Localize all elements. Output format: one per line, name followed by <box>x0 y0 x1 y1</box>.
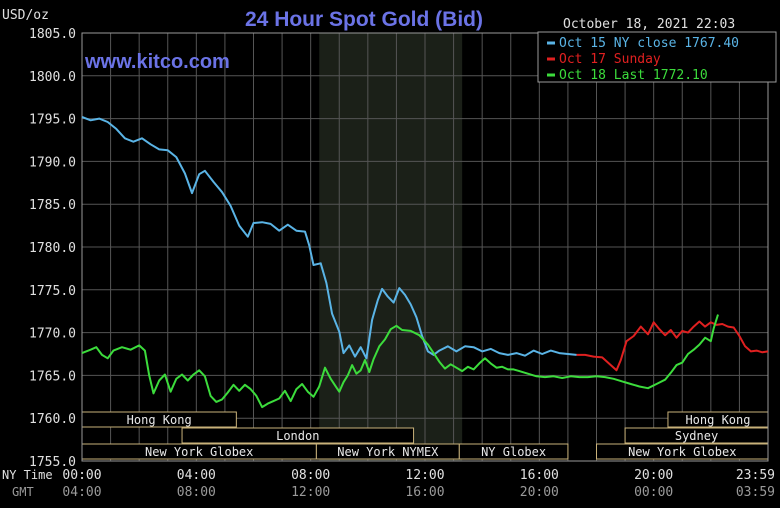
legend-box <box>537 31 777 83</box>
y-tick-label: 1780.0 <box>29 241 76 256</box>
series-line <box>81 314 719 409</box>
series-line <box>576 320 769 372</box>
x-axis-tick-labels: 00:00 04:00 04:00 08:00 08:00 12:00 12:00 16:00… <box>62 468 775 500</box>
x-tick-label-ny: 23:59 <box>736 468 775 483</box>
gmt-row-label: GMT <box>12 485 34 499</box>
legend-label: Oct 15 NY close 1767.40 <box>559 36 739 51</box>
y-tick-label: 1805.0 <box>29 27 76 42</box>
y-tick-label: 1775.0 <box>29 284 76 299</box>
trading-session-bands: Hong Kong Hong Kong London Sydney New York G… <box>81 411 769 460</box>
x-tick-label-gmt: 16:00 <box>405 485 444 500</box>
y-tick-label: 1770.0 <box>29 327 76 342</box>
kitco-watermark: www.kitco.com <box>84 51 230 73</box>
y-axis-tick-labels: 1805.0 1800.0 1795.0 1790.0 1785.0 1780.0 1775… <box>29 27 76 470</box>
y-tick-label: 1785.0 <box>29 198 76 213</box>
y-tick-label: 1790.0 <box>29 155 76 170</box>
price-series <box>81 115 769 409</box>
x-tick-label-ny: 08:00 <box>291 468 330 483</box>
session-band <box>181 427 415 444</box>
session-band <box>458 443 569 460</box>
session-label: New York Globex <box>628 445 736 459</box>
legend-label: Oct 17 Sunday <box>559 52 661 67</box>
x-tick-label-gmt: 04:00 <box>62 485 101 500</box>
y-axis-label: USD/oz <box>2 8 49 23</box>
session-label: Hong Kong <box>127 413 192 427</box>
x-tick-label-ny: 12:00 <box>405 468 444 483</box>
legend-label: Oct 18 Last 1772.10 <box>559 68 708 83</box>
ny-time-row-label: NY Time <box>2 468 53 482</box>
y-tick-label: 1800.0 <box>29 70 76 85</box>
x-tick-label-ny: 20:00 <box>634 468 673 483</box>
x-tick-label-gmt: 08:00 <box>177 485 216 500</box>
session-label: Sydney <box>675 429 718 443</box>
chart-timestamp: October 18, 2021 22:03 <box>563 17 735 32</box>
session-label: New York Globex <box>145 445 253 459</box>
y-tick-label: 1765.0 <box>29 369 76 384</box>
y-tick-label: 1755.0 <box>29 455 76 470</box>
x-tick-label-gmt: 00:00 <box>634 485 673 500</box>
session-label: New York NYMEX <box>337 445 439 459</box>
x-tick-label-gmt: 20:00 <box>520 485 559 500</box>
x-tick-label-gmt: 03:59 <box>736 485 775 500</box>
chart-title: 24 Hour Spot Gold (Bid) <box>245 8 483 31</box>
session-label: NY Globex <box>481 445 546 459</box>
x-tick-label-ny: 16:00 <box>520 468 559 483</box>
plot-frame <box>81 32 769 462</box>
session-label: London <box>276 429 319 443</box>
x-tick-label-gmt: 12:00 <box>291 485 330 500</box>
x-tick-label-ny: 00:00 <box>62 468 101 483</box>
session-label: Hong Kong <box>685 413 750 427</box>
y-tick-label: 1760.0 <box>29 412 76 427</box>
grid-lines <box>81 32 769 462</box>
series-line <box>81 115 577 360</box>
y-tick-label: 1795.0 <box>29 113 76 128</box>
x-tick-label-ny: 04:00 <box>177 468 216 483</box>
